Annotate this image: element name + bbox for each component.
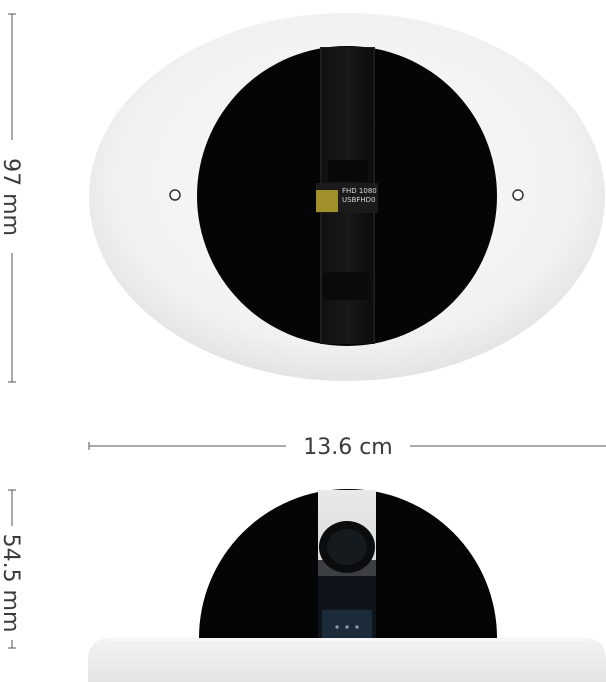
side-camera-lens-inner xyxy=(327,529,367,565)
side-base-white xyxy=(88,638,606,682)
camera-label-line2: USBFHD0 xyxy=(342,196,376,204)
side-view xyxy=(88,489,606,682)
camera-label-line1: FHD 1080 xyxy=(342,187,377,195)
width-dimension: 13.6 cm xyxy=(88,435,606,460)
left-screw-hole xyxy=(169,189,181,201)
camera-label-yellow xyxy=(316,190,338,212)
side-usb-port xyxy=(322,610,372,638)
width-label: 13.6 cm xyxy=(303,435,393,460)
led-dot-3 xyxy=(355,625,359,629)
height-label-top: 97 mm xyxy=(0,158,23,236)
led-dot-1 xyxy=(335,625,339,629)
upper-slot xyxy=(328,160,368,182)
led-dot-2 xyxy=(345,625,349,629)
lower-lens-slot xyxy=(322,272,370,300)
height-dimension-top: 97 mm xyxy=(0,13,23,383)
height-label-bottom: 54.5 mm xyxy=(0,534,23,633)
height-dimension-bottom: 54.5 mm xyxy=(0,489,23,649)
front-view: FHD 1080 USBFHD0 xyxy=(89,13,605,381)
right-screw-hole xyxy=(512,189,524,201)
